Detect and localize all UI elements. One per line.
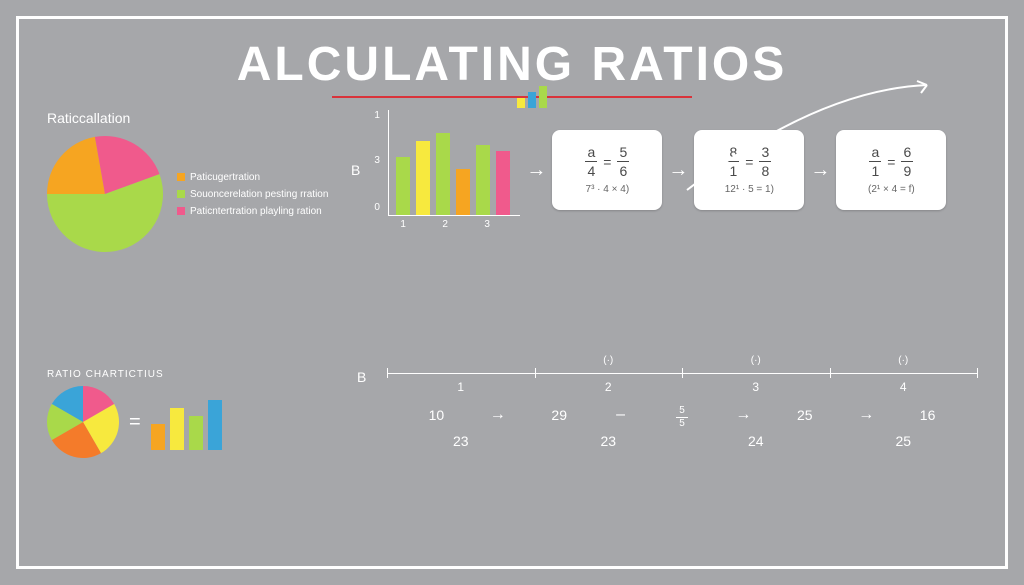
legend-item: Paticugertration (177, 169, 328, 186)
numline-row-1: 10→29–55→25→16 (387, 400, 977, 429)
arrow-icon: → (526, 159, 546, 182)
infographic-frame: ALCULATING RATIOS Raticcallation Paticug… (16, 16, 1008, 569)
legend-item: Paticntertration playling ration (177, 203, 328, 220)
number-line-block: B (·)(·)(·) 1234 10→29–55→25→16 23232425 (357, 355, 977, 549)
section-label: Raticcallation (47, 110, 347, 126)
bar-chart: 130123 (370, 110, 520, 230)
arrow-icon: → (810, 159, 830, 182)
arrow-icon: → (668, 159, 688, 182)
content-grid: Raticcallation PaticugertrationSouoncere… (47, 110, 977, 549)
ratio-card-3: a1 = 69 (2¹ × 4 = f) (836, 130, 946, 210)
legend-item: Souoncerelation pesting rration (177, 186, 328, 203)
page-title: ALCULATING RATIOS (47, 37, 977, 92)
pie-chart-main (47, 136, 163, 252)
ratio-card-1: a4 = 56 7³ · 4 × 4) (552, 130, 662, 210)
subhead-label: RATIO CHARTICTIUS (47, 369, 347, 380)
ratio-card-2: 81 = 38 12¹ · 5 = 1) (694, 130, 804, 210)
mini-bar-chart (151, 394, 222, 450)
left-upper-block: Raticcallation PaticugertrationSouoncere… (47, 110, 347, 343)
number-line (387, 373, 977, 374)
pie-legend: PaticugertrationSouoncerelation pesting … (177, 169, 328, 220)
left-lower-block: RATIO CHARTICTIUS = (47, 355, 347, 549)
flow-row: B 130123 → a4 = 56 7³ · 4 × 4) → (351, 110, 977, 230)
equals-sign: = (129, 411, 141, 434)
title-underline (332, 96, 692, 98)
numline-row-2: 23232425 (387, 433, 977, 449)
pie-chart-small (47, 386, 119, 458)
numline-axis-label: B (357, 369, 366, 385)
bar-axis-label: B (351, 162, 360, 178)
mini-bar-icon (517, 86, 547, 108)
right-upper-block: B 130123 → a4 = 56 7³ · 4 × 4) → (357, 110, 977, 343)
